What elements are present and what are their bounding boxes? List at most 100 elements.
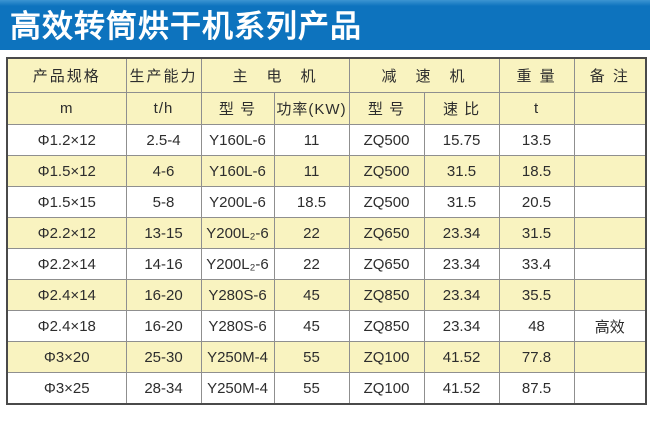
header-remark-sub: [573, 92, 647, 125]
cell-motor-model: Y200L₂-6: [200, 248, 275, 280]
header-speed-ratio: 速 比: [423, 92, 500, 125]
table-header: 产品规格 生产能力 主 电 机 减 速 机 重 量 备 注 m t/h 型 号 …: [6, 57, 647, 125]
cell-remark: [573, 155, 647, 187]
cell-remark: 高效: [573, 310, 647, 342]
cell-reducer-model: ZQ850: [348, 310, 425, 342]
cell-remark: [573, 248, 647, 280]
cell-speed-ratio: 15.75: [423, 124, 500, 156]
cell-reducer-model: ZQ500: [348, 186, 425, 218]
cell-weight: 77.8: [498, 341, 575, 373]
table-row: Φ3×20 25-30 Y250M-4 55 ZQ100 41.52 77.8: [6, 341, 647, 373]
cell-motor-power: 45: [273, 279, 350, 311]
cell-spec: Φ1.5×15: [6, 186, 127, 218]
header-remark: 备 注: [573, 57, 647, 93]
cell-motor-model: Y160L-6: [200, 155, 275, 187]
table-row: Φ1.5×12 4-6 Y160L-6 11 ZQ500 31.5 18.5: [6, 155, 647, 187]
table-row: Φ2.2×14 14-16 Y200L₂-6 22 ZQ650 23.34 33.4: [6, 248, 647, 280]
cell-motor-model: Y250M-4: [200, 372, 275, 405]
cell-motor-power: 11: [273, 155, 350, 187]
cell-motor-power: 22: [273, 248, 350, 280]
header-capacity: 生产能力: [125, 57, 202, 93]
cell-spec: Φ2.4×18: [6, 310, 127, 342]
cell-reducer-model: ZQ100: [348, 372, 425, 405]
header-reducer-model: 型 号: [348, 92, 425, 125]
cell-capacity: 14-16: [125, 248, 202, 280]
table-row: Φ1.5×15 5-8 Y200L-6 18.5 ZQ500 31.5 20.5: [6, 186, 647, 218]
cell-weight: 48: [498, 310, 575, 342]
cell-remark: [573, 279, 647, 311]
cell-spec: Φ3×20: [6, 341, 127, 373]
table-row: Φ3×25 28-34 Y250M-4 55 ZQ100 41.52 87.5: [6, 372, 647, 405]
cell-speed-ratio: 31.5: [423, 155, 500, 187]
cell-speed-ratio: 41.52: [423, 341, 500, 373]
cell-motor-power: 55: [273, 341, 350, 373]
cell-speed-ratio: 23.34: [423, 279, 500, 311]
cell-weight: 31.5: [498, 217, 575, 249]
cell-capacity: 16-20: [125, 279, 202, 311]
cell-spec: Φ2.2×14: [6, 248, 127, 280]
cell-spec: Φ3×25: [6, 372, 127, 405]
cell-speed-ratio: 31.5: [423, 186, 500, 218]
header-spec-unit: m: [6, 92, 127, 125]
cell-motor-model: Y200L-6: [200, 186, 275, 218]
cell-remark: [573, 372, 647, 405]
cell-motor-power: 22: [273, 217, 350, 249]
cell-reducer-model: ZQ100: [348, 341, 425, 373]
cell-capacity: 28-34: [125, 372, 202, 405]
header-motor-model: 型 号: [200, 92, 275, 125]
product-spec-table: 产品规格 生产能力 主 电 机 减 速 机 重 量 备 注 m t/h 型 号 …: [6, 57, 648, 405]
table-body: Φ1.2×12 2.5-4 Y160L-6 11 ZQ500 15.75 13.5 Φ1.5×…: [6, 124, 647, 405]
cell-weight: 33.4: [498, 248, 575, 280]
cell-speed-ratio: 41.52: [423, 372, 500, 405]
cell-motor-model: Y200L₂-6: [200, 217, 275, 249]
header-motor-power: 功率(KW): [273, 92, 350, 125]
header-product-spec: 产品规格: [6, 57, 127, 93]
cell-capacity: 5-8: [125, 186, 202, 218]
cell-motor-power: 45: [273, 310, 350, 342]
cell-weight: 20.5: [498, 186, 575, 218]
cell-capacity: 4-6: [125, 155, 202, 187]
cell-capacity: 25-30: [125, 341, 202, 373]
cell-reducer-model: ZQ500: [348, 124, 425, 156]
cell-reducer-model: ZQ650: [348, 217, 425, 249]
cell-motor-power: 55: [273, 372, 350, 405]
cell-weight: 35.5: [498, 279, 575, 311]
cell-weight: 13.5: [498, 124, 575, 156]
cell-motor-power: 11: [273, 124, 350, 156]
cell-spec: Φ2.4×14: [6, 279, 127, 311]
table-row: Φ2.2×12 13-15 Y200L₂-6 22 ZQ650 23.34 31.5: [6, 217, 647, 249]
cell-remark: [573, 217, 647, 249]
table-row: Φ2.4×14 16-20 Y280S-6 45 ZQ850 23.34 35.5: [6, 279, 647, 311]
cell-spec: Φ1.5×12: [6, 155, 127, 187]
header-reducer: 减 速 机: [348, 57, 500, 93]
cell-remark: [573, 186, 647, 218]
header-row-groups: 产品规格 生产能力 主 电 机 减 速 机 重 量 备 注: [6, 57, 647, 93]
header-weight: 重 量: [498, 57, 575, 93]
cell-reducer-model: ZQ500: [348, 155, 425, 187]
cell-reducer-model: ZQ650: [348, 248, 425, 280]
cell-remark: [573, 341, 647, 373]
cell-capacity: 2.5-4: [125, 124, 202, 156]
cell-speed-ratio: 23.34: [423, 217, 500, 249]
cell-motor-model: Y160L-6: [200, 124, 275, 156]
cell-weight: 87.5: [498, 372, 575, 405]
header-row-units: m t/h 型 号 功率(KW) 型 号 速 比 t: [6, 92, 647, 125]
cell-spec: Φ1.2×12: [6, 124, 127, 156]
cell-motor-model: Y280S-6: [200, 310, 275, 342]
cell-spec: Φ2.2×12: [6, 217, 127, 249]
header-weight-unit: t: [498, 92, 575, 125]
cell-motor-model: Y250M-4: [200, 341, 275, 373]
table-row: Φ2.4×18 16-20 Y280S-6 45 ZQ850 23.34 48 高效: [6, 310, 647, 342]
title-bar: 高效转筒烘干机系列产品: [0, 0, 650, 50]
cell-capacity: 13-15: [125, 217, 202, 249]
cell-weight: 18.5: [498, 155, 575, 187]
cell-capacity: 16-20: [125, 310, 202, 342]
cell-speed-ratio: 23.34: [423, 310, 500, 342]
table-row: Φ1.2×12 2.5-4 Y160L-6 11 ZQ500 15.75 13.5: [6, 124, 647, 156]
header-capacity-unit: t/h: [125, 92, 202, 125]
cell-motor-power: 18.5: [273, 186, 350, 218]
cell-motor-model: Y280S-6: [200, 279, 275, 311]
page-title: 高效转筒烘干机系列产品: [10, 8, 362, 44]
table-container: 产品规格 生产能力 主 电 机 减 速 机 重 量 备 注 m t/h 型 号 …: [6, 57, 648, 405]
